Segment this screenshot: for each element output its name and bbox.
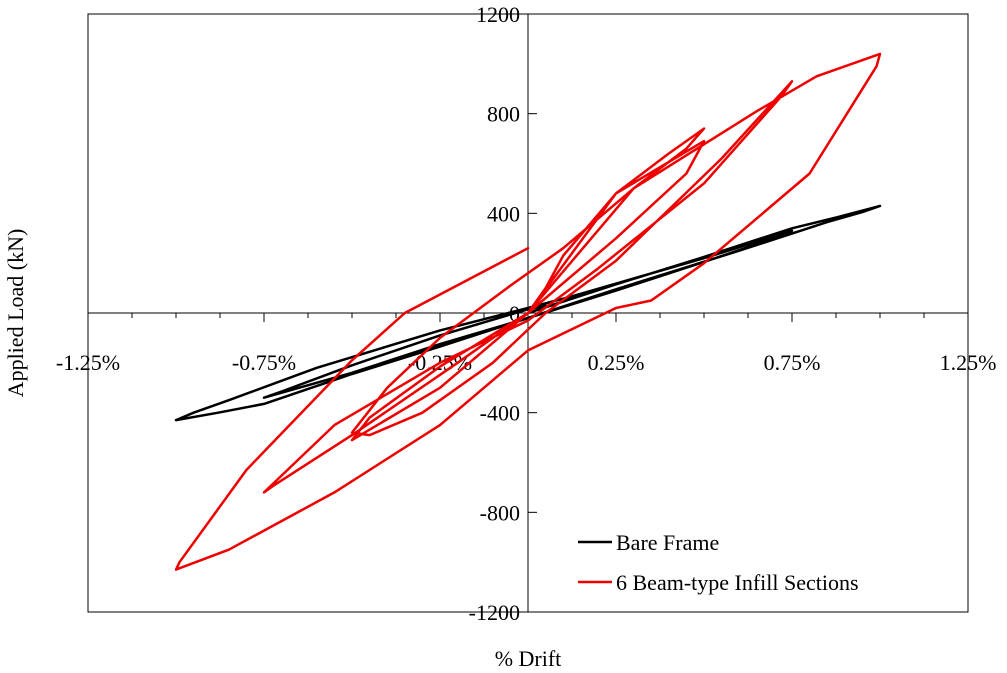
y-tick-label: 400 [487,201,520,226]
y-tick-label: -1200 [469,600,520,625]
series-line-infill-sections [174,52,882,571]
y-tick-label: 1200 [476,2,520,27]
legend-label-bare-frame: Bare Frame [616,530,719,555]
x-tick-label: 0.75% [764,350,821,375]
legend-label-infill: 6 Beam-type Infill Sections [616,570,859,595]
x-tick-label: 1.25% [940,350,997,375]
y-axis-title: Applied Load (kN) [3,229,28,398]
y-tick-label: -800 [480,500,520,525]
x-axis-title: % Drift [495,646,562,671]
x-tick-label: -0.75% [232,350,296,375]
x-tick-label: -1.25% [56,350,120,375]
y-tick-label: -400 [480,401,520,426]
series-layer [174,52,882,571]
y-tick-label: 800 [487,102,520,127]
x-tick-label: 0.25% [588,350,645,375]
legend: Bare Frame 6 Beam-type Infill Sections [578,530,859,595]
